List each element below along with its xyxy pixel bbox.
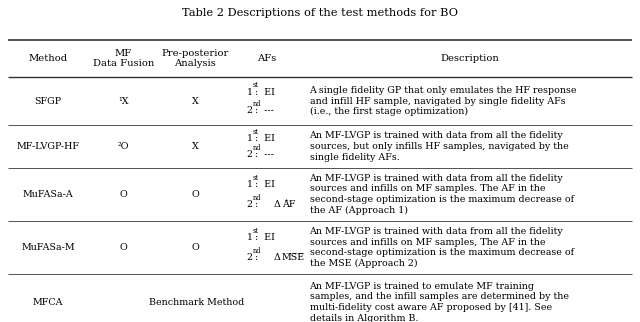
Text: O: O — [120, 243, 127, 252]
Text: M̅S̅E̅: M̅S̅E̅ — [282, 253, 305, 262]
Text: Δ: Δ — [273, 253, 280, 262]
Text: :  EI: : EI — [255, 233, 275, 242]
Text: 1: 1 — [246, 233, 252, 242]
Text: Benchmark Method: Benchmark Method — [149, 298, 244, 307]
Text: An MF-LVGP is trained with data from all the fidelity
sources, but only infills : An MF-LVGP is trained with data from all… — [310, 131, 568, 162]
Text: 1: 1 — [246, 180, 252, 189]
Text: :  ---: : --- — [255, 150, 275, 159]
Text: O: O — [191, 190, 199, 199]
Text: MF
Data Fusion: MF Data Fusion — [93, 49, 154, 69]
Text: nd: nd — [253, 194, 261, 202]
Text: 2: 2 — [246, 253, 252, 262]
Text: nd: nd — [253, 99, 261, 108]
Text: AFs: AFs — [257, 54, 276, 63]
Text: 2: 2 — [246, 200, 252, 209]
Text: :: : — [255, 200, 264, 209]
Text: O: O — [191, 243, 199, 252]
Text: st: st — [253, 174, 259, 182]
Text: 1: 1 — [246, 88, 252, 97]
Text: :  EI: : EI — [255, 88, 275, 97]
Text: Δ: Δ — [273, 200, 280, 209]
Text: A single fidelity GP that only emulates the HF response
and infill HF sample, na: A single fidelity GP that only emulates … — [310, 86, 577, 117]
Text: st: st — [253, 227, 259, 235]
Text: st: st — [253, 81, 259, 90]
Text: 2: 2 — [246, 106, 252, 115]
Text: MuFASa-A: MuFASa-A — [23, 190, 74, 199]
Text: SFGP: SFGP — [35, 97, 62, 106]
Text: An MF-LVGP is trained with data from all the fidelity
sources and infills on MF : An MF-LVGP is trained with data from all… — [310, 174, 573, 215]
Text: nd: nd — [253, 247, 261, 255]
Text: :: : — [255, 253, 264, 262]
Text: An MF-LVGP is trained to emulate MF training
samples, and the infill samples are: An MF-LVGP is trained to emulate MF trai… — [310, 281, 568, 322]
Text: X: X — [192, 142, 198, 151]
Text: :  EI: : EI — [255, 134, 275, 143]
Text: 2: 2 — [246, 150, 252, 159]
Text: ²O: ²O — [118, 142, 129, 151]
Text: 1: 1 — [246, 134, 252, 143]
Text: X: X — [192, 97, 198, 106]
Text: MF-LVGP-HF: MF-LVGP-HF — [17, 142, 80, 151]
Text: Description: Description — [440, 54, 499, 63]
Text: MFCA: MFCA — [33, 298, 63, 307]
Text: Table 2 Descriptions of the test methods for BO: Table 2 Descriptions of the test methods… — [182, 8, 458, 18]
Text: Pre-posterior
Analysis: Pre-posterior Analysis — [161, 49, 228, 69]
Text: nd: nd — [253, 144, 261, 152]
Text: ¹X: ¹X — [118, 97, 129, 106]
Text: st: st — [253, 128, 259, 136]
Text: O: O — [120, 190, 127, 199]
Text: :  EI: : EI — [255, 180, 275, 189]
Text: ÂF: ÂF — [282, 200, 295, 209]
Text: Method: Method — [29, 54, 68, 63]
Text: An MF-LVGP is trained with data from all the fidelity
sources and infills on MF : An MF-LVGP is trained with data from all… — [310, 227, 573, 268]
Text: MuFASa-M: MuFASa-M — [22, 243, 75, 252]
Text: :  ---: : --- — [255, 106, 275, 115]
